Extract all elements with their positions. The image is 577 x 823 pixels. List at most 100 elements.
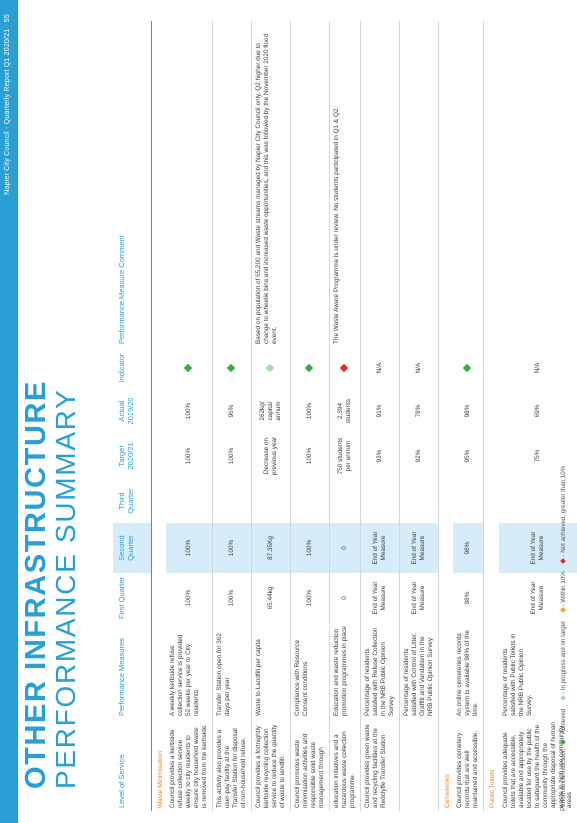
col-header-target: Target 2020/21	[113, 433, 152, 479]
indicator-cell: N/A	[360, 347, 400, 389]
diamond-green-icon	[304, 363, 313, 373]
diamond-green-icon	[462, 363, 472, 373]
comment-cell	[453, 21, 484, 347]
q2-cell: 100%	[212, 523, 252, 573]
table-row: Council provides a kerbside refuse colle…	[166, 21, 213, 811]
actual-cell: 91%	[360, 389, 400, 433]
page-header-text: Napier City Council - Quarterly Report Q…	[4, 14, 11, 195]
legend-not-achieved: - Not achieved, greater than 10%	[560, 465, 567, 557]
comment-cell	[498, 21, 577, 347]
legend-prefix: Performance Indicator:	[560, 748, 567, 811]
table-body: Waste Minimisation Council provides a ker…	[152, 21, 577, 811]
service-cell: Council provides green waste and recycli…	[360, 719, 400, 811]
diamond-red-icon	[339, 363, 348, 373]
table-row: This activity also provides a user-pay f…	[212, 21, 252, 811]
indicator-legend: Performance Indicator: - Achieved - In p…	[560, 462, 567, 811]
indicator-cell	[166, 347, 213, 389]
diamond-green-icon	[560, 738, 566, 745]
section-heading: Waste Minimisation	[157, 751, 164, 808]
target-cell: 750 students per annum	[329, 433, 361, 479]
comment-cell	[212, 21, 252, 347]
target-cell: 93%	[360, 433, 400, 479]
comment-cell	[399, 21, 439, 347]
service-cell: Council provides a kerbside refuse colle…	[166, 719, 213, 811]
q3-cell	[329, 479, 361, 523]
section-heading: Cemeteries	[444, 774, 452, 808]
comment-cell	[166, 21, 213, 347]
indicator-cell	[453, 347, 484, 389]
q2-cell: End of Year Measure	[360, 523, 400, 573]
section-cell: Public Toilets	[484, 21, 499, 811]
q3-cell	[251, 479, 291, 523]
q2-cell: 100%	[166, 523, 213, 573]
col-header-q1: First Quarter	[113, 573, 152, 623]
measure-cell: Education and waste reduction promotion …	[329, 623, 361, 719]
q1-cell: 0	[329, 573, 361, 623]
actual-cell: 78%	[399, 389, 439, 433]
diamond-red-icon	[560, 557, 566, 564]
q1-cell: 65.44kg	[251, 573, 291, 623]
q3-cell	[399, 479, 439, 523]
service-cell: Council provides cemetery records that a…	[453, 719, 484, 811]
q2-cell: 87.35Kg	[251, 523, 291, 573]
service-cell: This activity also provides a user-pay f…	[212, 719, 252, 811]
q1-cell: End of Year Measure	[399, 573, 439, 623]
q1-cell: 98%	[453, 573, 484, 623]
measure-cell: An online cemeteries records system is a…	[453, 623, 484, 719]
measure-cell: A weekly kerbside refuse collection serv…	[166, 623, 213, 719]
measure-cell: Percentage of residents satisfied with R…	[360, 623, 400, 719]
measure-cell: Percentage of residents satisfied with C…	[399, 623, 439, 719]
table-row: Council provides a fortnightly kerbside …	[251, 21, 291, 811]
col-header-q2: Second Quarter	[113, 523, 152, 573]
table-row: Council provides green waste and recycli…	[360, 21, 400, 811]
service-cell	[399, 719, 439, 811]
diamond-lightgreen-icon	[265, 363, 274, 373]
q3-cell	[453, 479, 484, 523]
diamond-orange-icon	[560, 607, 566, 614]
col-header-measures: Performance Measures	[113, 623, 152, 719]
col-header-indicator: Indicator	[113, 347, 152, 389]
measure-cell: Transfer Station open for 362 days per y…	[212, 623, 252, 719]
indicator-cell: N/A	[498, 347, 577, 389]
col-header-actual: Actual 2019/20	[113, 389, 152, 433]
target-cell: 100%	[290, 433, 330, 479]
table-row: Percentage of residents satisfied with C…	[399, 21, 439, 811]
q2-cell: 100%	[290, 523, 330, 573]
indicator-cell	[290, 347, 330, 389]
section-row: Public Toilets	[484, 21, 499, 811]
table-header-row: Level of Service Performance Measures Fi…	[113, 21, 152, 811]
table-row: education initiatives and a hazardous wa…	[329, 21, 361, 811]
target-cell: 92%	[399, 433, 439, 479]
indicator-cell	[251, 347, 291, 389]
report-title: Napier City Council - Quarterly Report Q…	[4, 28, 11, 195]
target-cell: 100%	[212, 433, 252, 479]
section-cell: Cemeteries	[439, 21, 454, 811]
q3-cell	[166, 479, 213, 523]
page-subtitle: PERFORMANCE SUMMARY	[50, 388, 81, 789]
performance-table: Level of Service Performance Measures Fi…	[113, 21, 577, 811]
section-row: Waste Minimisation	[152, 21, 167, 811]
q1-cell: 100%	[212, 573, 252, 623]
table-row: Council promotes waste minimisation acti…	[290, 21, 330, 811]
q2-cell: End of Year Measure	[399, 523, 439, 573]
col-header-comment: Performance Measure Comment	[113, 21, 152, 347]
actual-cell: 69%	[498, 389, 577, 433]
measure-cell: Waste to Landfill per capita	[251, 623, 291, 719]
page-header-bar: Napier City Council - Quarterly Report Q…	[0, 0, 18, 823]
legend-within: - Within 10%	[560, 571, 567, 607]
legend-achieved: - Achieved	[560, 708, 567, 738]
actual-cell: 100%	[166, 389, 213, 433]
measure-cell: Compliance with Resource Consent conditi…	[290, 623, 330, 719]
comment-cell	[360, 21, 400, 347]
actual-cell: 96%	[212, 389, 252, 433]
actual-cell: 2,394 students	[329, 389, 361, 433]
actual-cell: 100%	[290, 389, 330, 433]
diamond-green-icon	[183, 363, 192, 373]
target-cell: Decrease on previous year	[251, 433, 291, 479]
page-title: OTHER INFRASTRUCTURE	[20, 380, 52, 789]
q1-cell: 100%	[290, 573, 330, 623]
actual-cell: 262kg/ capita/ annum	[251, 389, 291, 433]
comment-cell	[290, 21, 330, 347]
q1-cell: 100%	[166, 573, 213, 623]
legend-in-progress: - In progress and on target	[560, 621, 567, 695]
